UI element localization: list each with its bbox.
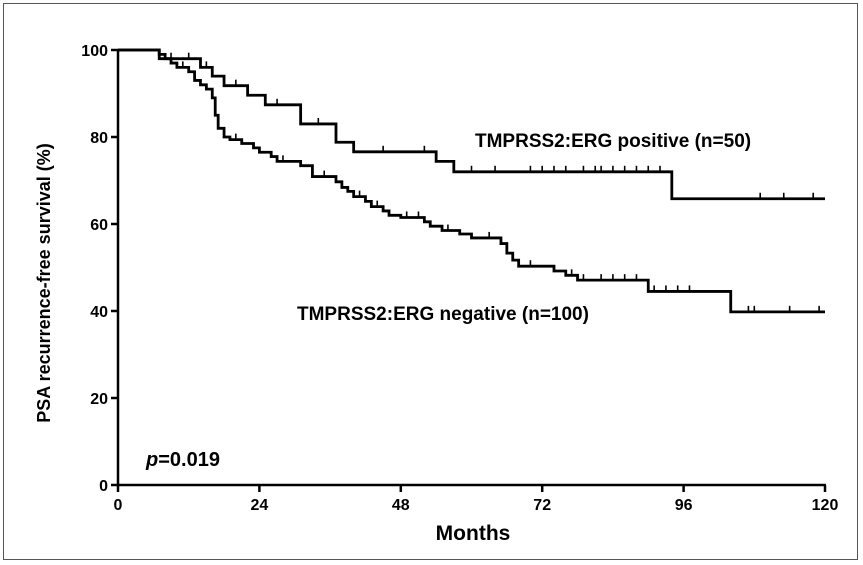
y-tick-label: 100 bbox=[81, 43, 108, 60]
figure-frame bbox=[3, 3, 858, 560]
axis-ticks: 0 20 40 60 80 100 0 24 48 72 96 120 bbox=[81, 43, 838, 514]
x-tick-label: 24 bbox=[251, 497, 269, 514]
axes bbox=[116, 49, 826, 487]
series-label-positive: TMPRSS2:ERG positive (n=50) bbox=[475, 131, 751, 152]
y-tick-label: 40 bbox=[90, 304, 108, 321]
y-tick-label: 0 bbox=[99, 478, 108, 495]
series-label-negative: TMPRSS2:ERG negative (n=100) bbox=[297, 304, 589, 325]
x-tick-label: 120 bbox=[812, 497, 839, 514]
p-value-number: =0.019 bbox=[158, 449, 220, 471]
y-tick-label: 20 bbox=[90, 391, 108, 408]
x-axis-title: Months bbox=[436, 522, 511, 545]
curve-positive bbox=[118, 48, 825, 201]
x-tick-label: 72 bbox=[533, 497, 551, 514]
p-value-annotation: p=0.019 bbox=[145, 449, 220, 471]
x-tick-label: 0 bbox=[114, 497, 123, 514]
curve-negative bbox=[118, 48, 825, 314]
p-value-symbol: p bbox=[145, 449, 158, 471]
x-tick-label: 48 bbox=[392, 497, 410, 514]
y-tick-label: 80 bbox=[90, 130, 108, 147]
x-tick-label: 96 bbox=[675, 497, 693, 514]
survival-curves bbox=[118, 48, 825, 314]
y-axis-title: PSA recurrence-free survival (%) bbox=[34, 143, 54, 422]
y-tick-label: 60 bbox=[90, 217, 108, 234]
